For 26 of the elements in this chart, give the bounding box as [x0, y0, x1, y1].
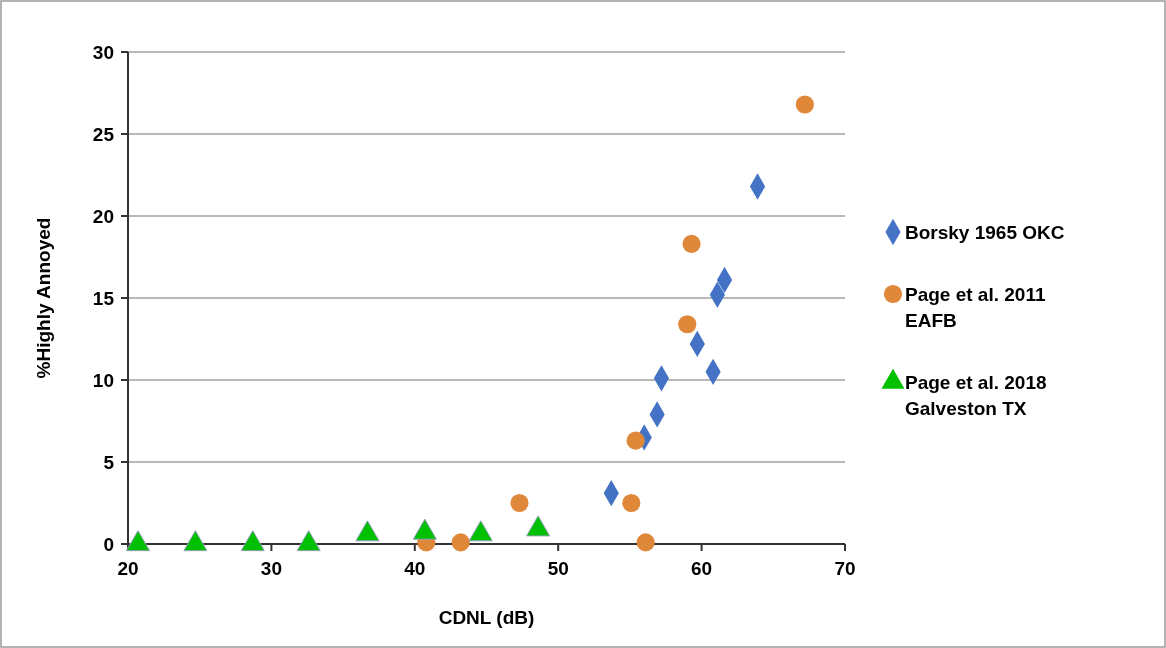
y-tick-label: 10 [92, 369, 114, 391]
point [510, 493, 529, 513]
x-tick-label: 30 [260, 558, 282, 579]
x-tick-label: 70 [834, 558, 856, 579]
point [626, 431, 645, 450]
point [795, 95, 814, 114]
y-tick-label: 15 [92, 287, 115, 309]
x-tick-label: 60 [691, 558, 713, 579]
point [682, 234, 701, 253]
x-axis-title: CDNL (dB) [438, 607, 535, 628]
y-tick-label: 20 [92, 205, 114, 227]
point [622, 493, 641, 513]
y-tick-label: 30 [92, 41, 114, 63]
y-tick-label: 0 [103, 533, 114, 555]
point [636, 533, 655, 552]
legend-label: Page et al. 2011 EAFB [905, 283, 1046, 331]
legend-label: Borsky 1965 OKC [905, 221, 1065, 243]
y-tick-label: 5 [103, 451, 115, 473]
point [678, 315, 697, 334]
x-tick-label: 20 [117, 558, 139, 579]
x-tick-label: 50 [547, 558, 569, 579]
point [451, 533, 470, 552]
legend-label: Page et al. 2018 Galveston TX [905, 371, 1047, 419]
y-tick-label: 25 [92, 123, 115, 145]
x-tick-label: 40 [404, 558, 426, 579]
y-axis-title: %Highly Annoyed [33, 217, 54, 379]
